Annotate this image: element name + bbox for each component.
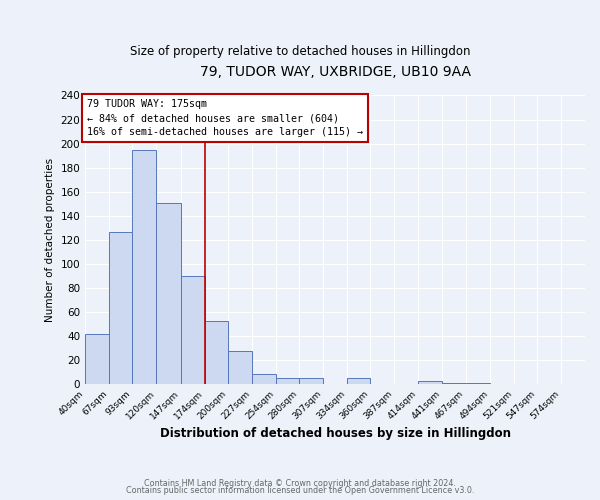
Text: Contains public sector information licensed under the Open Government Licence v3: Contains public sector information licen… [126,486,474,495]
Text: Contains HM Land Registry data © Crown copyright and database right 2024.: Contains HM Land Registry data © Crown c… [144,478,456,488]
Text: Size of property relative to detached houses in Hillingdon: Size of property relative to detached ho… [130,45,470,58]
Bar [109,232,133,384]
Y-axis label: Number of detached properties: Number of detached properties [45,158,55,322]
Bar [347,378,370,384]
Text: 79 TUDOR WAY: 175sqm
← 84% of detached houses are smaller (604)
16% of semi-deta: 79 TUDOR WAY: 175sqm ← 84% of detached h… [87,99,363,137]
Bar [299,378,323,384]
Bar [418,381,442,384]
X-axis label: Distribution of detached houses by size in Hillingdon: Distribution of detached houses by size … [160,427,511,440]
Bar [228,351,252,384]
Bar [276,378,299,384]
Bar [85,334,109,384]
Bar [157,202,181,384]
Bar [205,320,228,384]
Bar [133,150,157,384]
Bar [252,374,276,384]
Title: 79, TUDOR WAY, UXBRIDGE, UB10 9AA: 79, TUDOR WAY, UXBRIDGE, UB10 9AA [200,65,470,79]
Bar [181,276,205,384]
